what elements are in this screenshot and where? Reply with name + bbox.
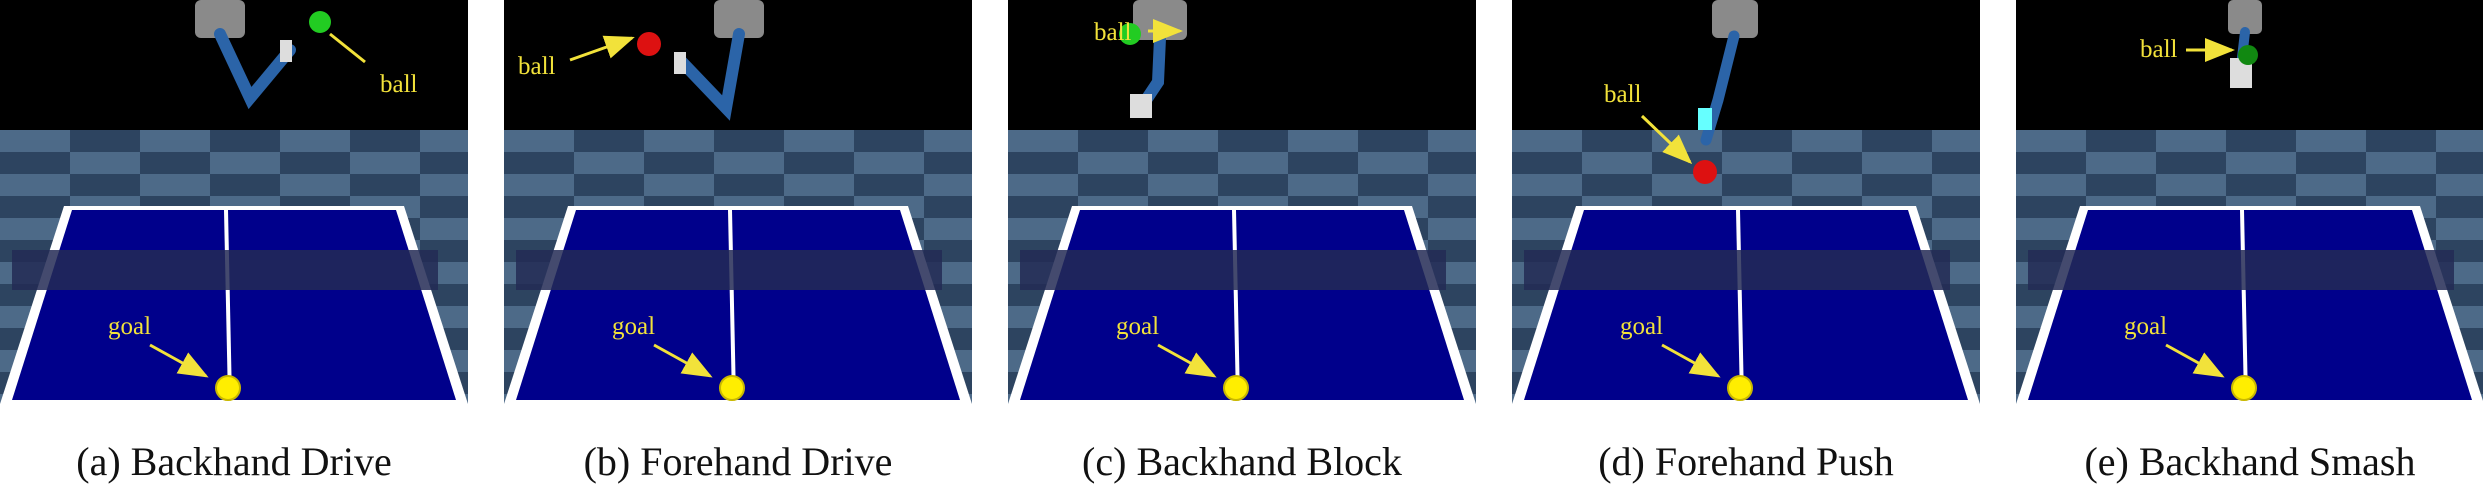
sky [1008,0,1476,130]
goal-label: goal [612,313,655,340]
scene-image: ball goal [504,0,972,404]
goal-arrow [653,343,713,378]
table-surface [12,210,456,400]
panel-forehand-push: ball goal (d) Forehand Push [1512,0,1980,500]
scene-image: ball goal [1512,0,1980,404]
goal-label: goal [2124,313,2167,340]
caption: (b) Forehand Drive [583,439,893,484]
net [516,250,942,290]
net [2028,250,2454,290]
ball-label: ball [1094,19,1132,46]
goal-arrow [1661,343,1721,378]
robot-arm [1698,0,1758,146]
ball-label: ball [518,53,556,80]
ball-label: ball [2140,36,2178,63]
scene-image: ball goal [0,0,468,404]
scene-image: ball goal [2016,0,2483,404]
panel-backhand-block: ball goal (c) Backhand Block [1008,0,1476,500]
ball-arrow [1640,114,1693,165]
net [1020,250,1446,290]
net [12,250,438,290]
table-surface [2028,210,2472,400]
goal-arrow [2165,343,2225,378]
caption: (c) Backhand Block [1082,439,1402,484]
goal-label: goal [1620,313,1663,340]
goal-marker-icon [2231,375,2257,401]
goal-arrow [1157,343,1217,378]
net [1524,250,1950,290]
goal-marker-icon [1727,375,1753,401]
table-surface [1524,210,1968,400]
table-center-line [1736,209,1744,401]
goal-arrow [149,343,209,378]
goal-label: goal [1116,313,1159,340]
goal-marker-icon [215,375,241,401]
table-center-line [1232,209,1240,401]
table-center-line [2240,209,2248,401]
goal-marker-icon [719,375,745,401]
scene-image: ball goal [1008,0,1476,404]
panel-backhand-drive: ball goal (a) Backhand Drive [0,0,468,500]
table-center-line [728,209,736,401]
ball-icon [1119,23,1141,45]
ball-label: ball [380,71,418,98]
goal-label: goal [108,313,151,340]
robot-arm [195,0,296,110]
panel-forehand-drive: ball goal (b) Forehand Drive [504,0,972,500]
ball-label: ball [1604,81,1642,108]
ball-icon [2238,45,2258,65]
table-center-line [224,209,232,401]
table-surface [1020,210,1464,400]
caption: (e) Backhand Smash [2084,439,2416,484]
ball-icon [309,11,331,33]
ball-icon [637,32,661,56]
panel-backhand-smash: ball goal (e) Backhand Smash [2016,0,2483,500]
robot-arm [674,0,764,121]
ball-icon [1693,160,1717,184]
table-surface [516,210,960,400]
caption: (a) Backhand Drive [76,439,392,484]
ball-pointer [329,32,366,64]
ball-arrow [569,35,635,62]
goal-marker-icon [1223,375,1249,401]
caption: (d) Forehand Push [1598,439,1894,484]
